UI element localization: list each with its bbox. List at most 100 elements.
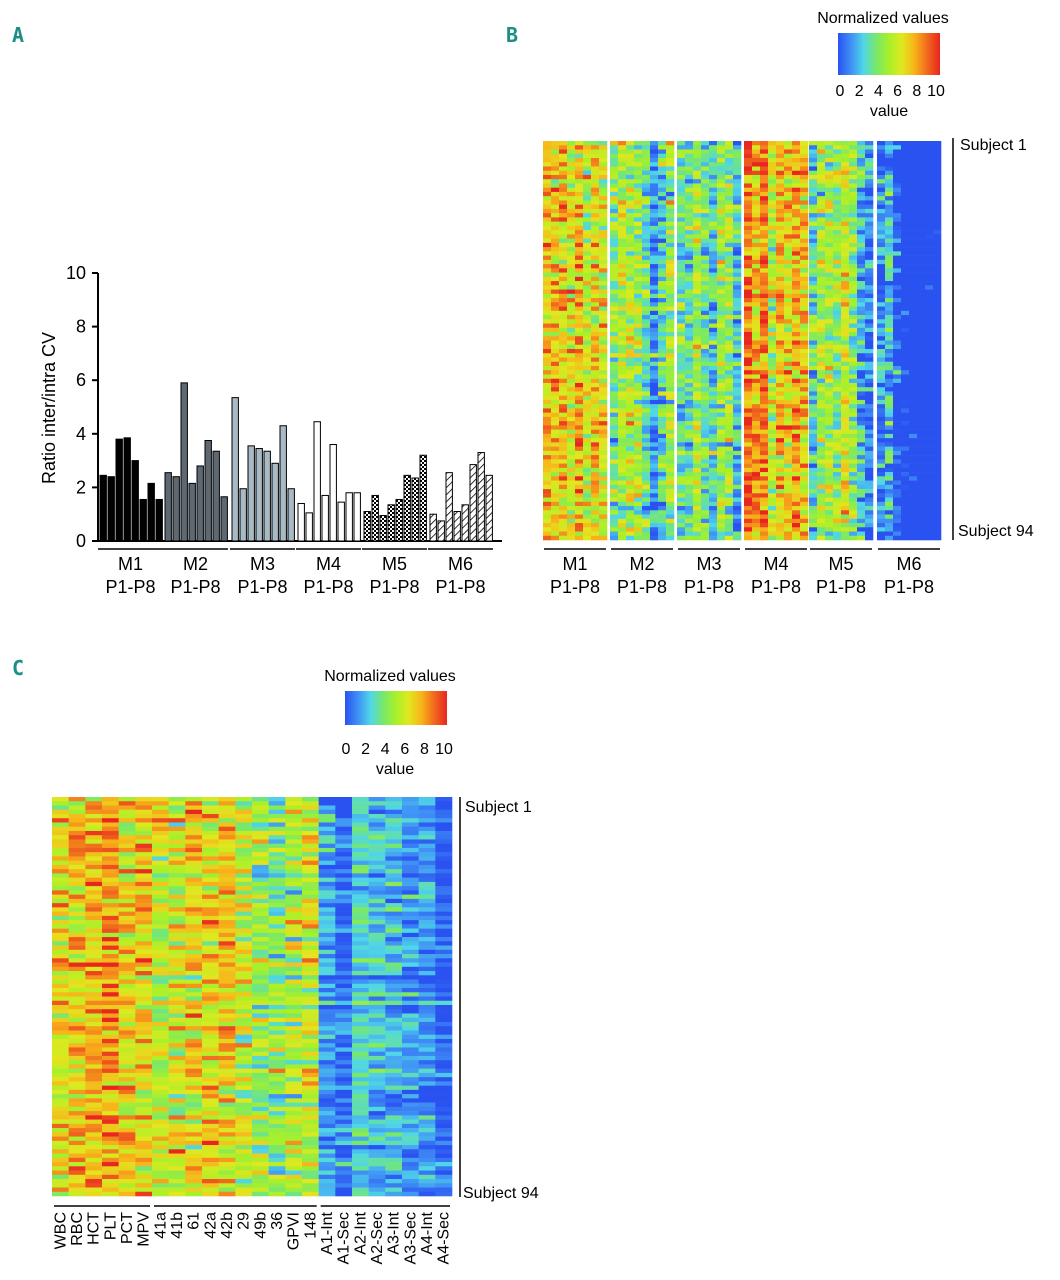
cell-b (599, 510, 608, 515)
cell-b (551, 323, 560, 329)
cell-b (909, 425, 918, 430)
cell-b (901, 268, 910, 273)
cell-b (575, 196, 584, 201)
cell-b (833, 395, 842, 401)
cell-b (599, 395, 608, 401)
cell-b (792, 442, 801, 447)
cell-b (917, 289, 926, 295)
cell-c (368, 813, 386, 819)
cell-b (733, 145, 742, 150)
cell-b (733, 268, 742, 273)
cell-c (202, 856, 219, 861)
cell-b (733, 535, 742, 541)
cell-b (701, 293, 710, 299)
cell-b (933, 166, 942, 172)
cell-b (583, 323, 592, 329)
cell-b (717, 523, 726, 528)
cell-b (626, 264, 635, 269)
cell-c (135, 818, 153, 823)
cell-b (909, 416, 918, 422)
cell-b (575, 242, 584, 248)
cell-c (302, 813, 319, 819)
cell-b (800, 484, 809, 490)
cell-b (610, 225, 619, 231)
cell-b (658, 438, 667, 443)
cell-b (626, 527, 635, 532)
cell-b (800, 162, 809, 167)
cell-b (925, 442, 934, 447)
cell-c (268, 826, 286, 832)
cell-b (567, 480, 576, 486)
cell-c (85, 852, 103, 857)
cell-b (599, 217, 608, 222)
cell-b (809, 450, 818, 456)
cell-b (752, 191, 761, 197)
cell-b (666, 157, 675, 163)
cell-b (817, 149, 826, 155)
cell-c (168, 809, 186, 815)
cell-b (666, 429, 675, 435)
cell-b (825, 166, 834, 172)
cell-b (658, 323, 667, 329)
cell-b (583, 204, 592, 210)
cell-b (893, 361, 902, 367)
cell-b (768, 183, 777, 188)
cell-b (599, 141, 608, 146)
cell-b (693, 340, 702, 346)
cell-b (893, 293, 902, 299)
cell-b (717, 446, 726, 452)
cell-b (733, 327, 742, 333)
cell-b (865, 340, 874, 346)
cell-b (901, 467, 910, 473)
cell-b (817, 370, 826, 375)
bar-m2-p7 (212, 450, 220, 542)
cell-b (784, 353, 793, 358)
cell-b (792, 259, 801, 265)
cell-b (925, 535, 934, 541)
cell-b (909, 225, 918, 231)
bar-m4-p6 (337, 501, 345, 542)
cell-b (599, 213, 608, 218)
cell-b (658, 319, 667, 324)
cell-b (591, 145, 600, 150)
cell-b (685, 476, 694, 481)
cell-b (693, 234, 702, 239)
cell-c (335, 830, 353, 836)
cell-b (666, 315, 675, 320)
cell-b (610, 141, 619, 146)
cell-b (559, 153, 568, 159)
cell-b (744, 145, 753, 150)
cell-b (575, 238, 584, 244)
cell-b (575, 230, 584, 235)
cell-b (650, 332, 659, 337)
cell-b (618, 510, 627, 515)
cell-b (768, 191, 777, 197)
cell-c (218, 809, 236, 815)
cell-b (666, 213, 675, 218)
cell-b (583, 149, 592, 155)
cell-b (591, 535, 600, 541)
cell-b (693, 170, 702, 176)
cell-b (865, 225, 874, 231)
cell-b (784, 306, 793, 312)
cell-b (909, 319, 918, 324)
cell-b (685, 467, 694, 473)
cell-b (768, 425, 777, 430)
cell-b (610, 459, 619, 464)
cell-b (575, 446, 584, 452)
cell-b (567, 259, 576, 265)
cell-b (685, 213, 694, 218)
cell-b (543, 476, 552, 481)
cell-c (252, 818, 269, 823)
cell-b (760, 429, 769, 435)
cell-b (666, 518, 675, 524)
cell-b (857, 281, 866, 286)
cell-b (551, 272, 560, 278)
legend-tick-label: 8 (912, 83, 921, 100)
cell-b (610, 221, 619, 227)
cell-b (666, 370, 675, 375)
cell-b (784, 196, 793, 201)
cell-b (583, 501, 592, 507)
cell-b (677, 204, 686, 210)
cell-b (551, 153, 560, 159)
